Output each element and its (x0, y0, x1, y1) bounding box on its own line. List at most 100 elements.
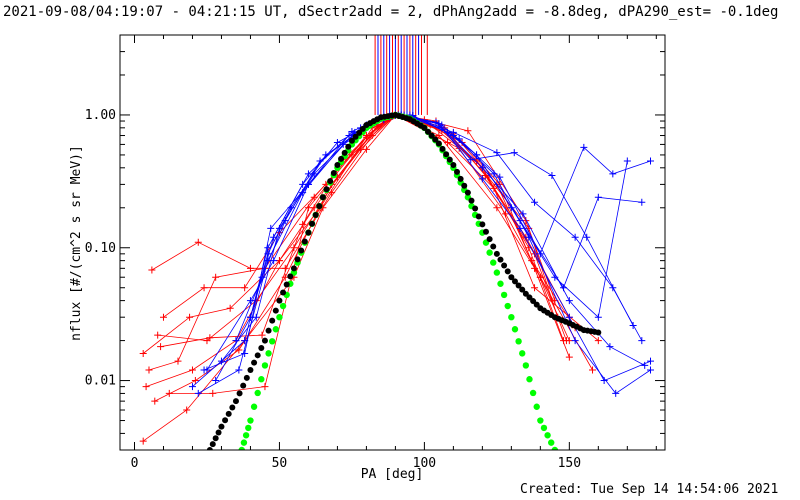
x-tick-label: 150 (558, 456, 581, 471)
black-fit-point (439, 145, 446, 152)
black-fit-point (443, 151, 450, 158)
green-fit-point (258, 376, 265, 383)
data-point-blue (194, 389, 202, 397)
black-fit-point (454, 168, 461, 175)
green-fit-point (511, 326, 519, 333)
black-fit-point (334, 161, 341, 168)
data-point-blue (267, 224, 275, 232)
series-line-red-2 (145, 114, 599, 387)
data-point-blue (322, 151, 330, 159)
y-tick-label: 0.01 (85, 374, 116, 389)
data-point-red (493, 204, 501, 212)
data-point-red (183, 406, 191, 414)
black-fit-point (425, 128, 432, 135)
data-point-red (148, 266, 156, 274)
black-fit-point (519, 286, 526, 293)
data-point-blue (304, 180, 312, 188)
green-fit-point (279, 302, 287, 310)
black-fit-point (356, 129, 363, 136)
green-fit-point (515, 338, 522, 345)
green-fit-point (548, 439, 555, 446)
data-point-blue (571, 337, 579, 345)
data-point-red (481, 172, 489, 180)
data-point-blue (583, 233, 591, 241)
data-point-blue (647, 157, 655, 165)
black-fit-point (428, 132, 435, 139)
black-fit-point (316, 203, 323, 210)
data-point-blue (565, 313, 573, 321)
black-fit-point (352, 133, 359, 140)
series-line-red-8 (154, 114, 576, 402)
data-point-blue (490, 170, 498, 178)
black-fit-point (497, 256, 504, 263)
y-tick-label: 1.00 (85, 108, 116, 123)
data-point-blue (188, 383, 196, 391)
series-line-red-5 (163, 114, 564, 341)
y-tick-label: 0.10 (85, 241, 116, 256)
data-point-blue (638, 198, 646, 206)
black-fit-point (229, 404, 236, 411)
green-fit-point (245, 424, 252, 432)
green-fit-point (537, 417, 544, 424)
black-fit-point (254, 352, 261, 359)
data-point-blue (647, 357, 655, 365)
data-point-blue (241, 349, 249, 357)
data-point-blue (478, 164, 486, 172)
black-fit-point (251, 359, 258, 366)
data-point-blue (647, 366, 655, 374)
black-fit-point (212, 435, 219, 442)
green-fit-point (486, 249, 493, 256)
black-fit-point (432, 136, 439, 143)
data-point-red (145, 366, 153, 374)
data-point-blue (548, 172, 556, 180)
data-point-blue (629, 321, 637, 329)
data-point-blue (510, 149, 518, 157)
data-point-blue (565, 297, 573, 305)
data-point-red (261, 383, 269, 391)
axes: 0 50 100 150 0.01 0.10 1.00 (85, 34, 665, 471)
black-fit-point (530, 298, 537, 305)
green-fit-point (526, 376, 533, 383)
black-fit-point (421, 124, 428, 131)
black-fit-point (232, 398, 239, 405)
data-point-red (154, 331, 162, 339)
green-fit-point (504, 302, 511, 310)
black-fit-point (468, 197, 475, 204)
green-fit-point (540, 424, 548, 432)
black-fit-point (323, 186, 330, 193)
green-fit-point (250, 403, 258, 410)
green-fit-point (529, 389, 537, 397)
black-fit-point (345, 143, 352, 150)
green-fit-point (508, 313, 515, 321)
data-point-red (299, 220, 307, 228)
green-fit-point (238, 446, 245, 450)
black-fit-point (341, 149, 348, 156)
black-fit-point (265, 327, 272, 334)
data-point-blue (580, 143, 588, 151)
black-fit-point (526, 294, 533, 301)
black-fit-point (464, 189, 471, 196)
black-fit-point (258, 344, 265, 351)
black-fit-point (206, 447, 213, 450)
green-fit-point (533, 403, 540, 410)
black-fit-point (493, 250, 500, 257)
x-tick-label: 50 (272, 456, 288, 471)
green-fit-point (551, 446, 559, 450)
black-fit-point (261, 337, 268, 344)
data-point-blue (264, 257, 272, 265)
data-point-blue (432, 118, 440, 126)
data-point-red (159, 313, 167, 321)
data-point-red (191, 377, 199, 385)
black-fit-point (515, 282, 522, 289)
black-fit-point (305, 229, 312, 236)
data-point-red (142, 383, 150, 391)
black-fit-point (522, 290, 529, 297)
data-point-blue (246, 313, 254, 321)
x-axis-label: PA [deg] (361, 467, 424, 482)
black-fit-point (225, 410, 232, 417)
data-point-blue (467, 156, 475, 164)
black-fit-point (319, 194, 326, 201)
data-point-red (194, 238, 202, 246)
data-point-blue (571, 233, 579, 241)
data-point-blue (612, 389, 620, 397)
